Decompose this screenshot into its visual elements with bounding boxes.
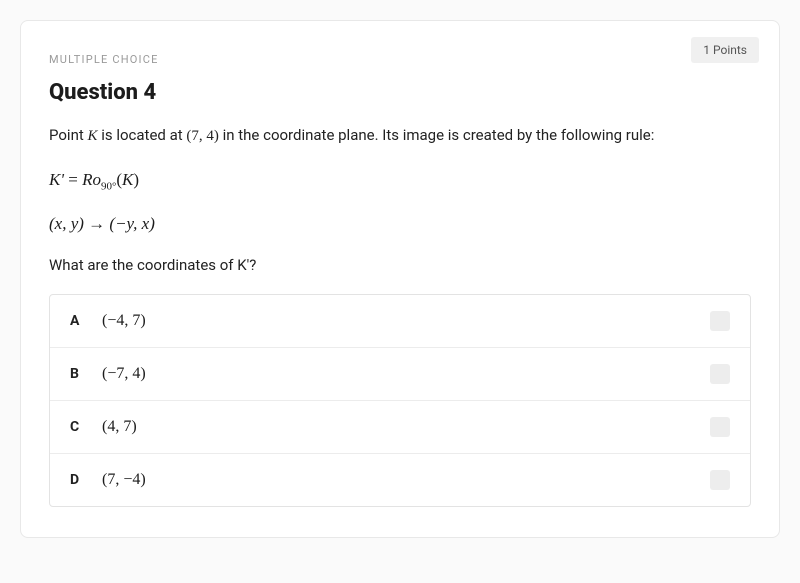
body-var-k: K bbox=[87, 128, 97, 144]
formula-line-1: K' = Ro90°(K) bbox=[49, 170, 751, 192]
choice-b[interactable]: B (−7, 4) bbox=[50, 348, 750, 401]
choice-text: (7, −4) bbox=[98, 471, 710, 489]
choice-checkbox[interactable] bbox=[710, 417, 730, 437]
body-coord: (7, 4) bbox=[186, 128, 219, 144]
choice-checkbox[interactable] bbox=[710, 364, 730, 384]
choice-checkbox[interactable] bbox=[710, 470, 730, 490]
body-text: is located at bbox=[98, 126, 187, 144]
choice-text: (4, 7) bbox=[98, 418, 710, 436]
body-text: Point bbox=[49, 126, 87, 144]
points-badge: 1 Points bbox=[691, 37, 759, 63]
choice-a[interactable]: A (−4, 7) bbox=[50, 295, 750, 348]
question-card: 1 Points MULTIPLE CHOICE Question 4 Poin… bbox=[20, 20, 780, 538]
formula-arg: K bbox=[122, 170, 133, 189]
formula-o: o bbox=[92, 170, 101, 189]
choice-text: (−7, 4) bbox=[98, 365, 710, 383]
formula-lhs: K' bbox=[49, 170, 64, 189]
question-title: Question 4 bbox=[49, 80, 751, 105]
choices-list: A (−4, 7) B (−7, 4) C (4, 7) D (7, −4) bbox=[49, 294, 751, 507]
prompt-post: ? bbox=[249, 256, 256, 274]
choice-text: (−4, 7) bbox=[98, 312, 710, 330]
choice-letter: C bbox=[70, 419, 98, 435]
choice-letter: A bbox=[70, 313, 98, 329]
choice-c[interactable]: C (4, 7) bbox=[50, 401, 750, 454]
question-prompt: What are the coordinates of K'? bbox=[49, 256, 751, 274]
formula-eq: = bbox=[64, 170, 82, 189]
prompt-k: K' bbox=[237, 256, 249, 274]
choice-letter: D bbox=[70, 472, 98, 488]
question-body: Point K is located at (7, 4) in the coor… bbox=[49, 123, 751, 150]
formula-sub: 90° bbox=[101, 180, 116, 192]
prompt-pre: What are the coordinates of bbox=[49, 256, 237, 274]
choice-letter: B bbox=[70, 366, 98, 382]
question-type-label: MULTIPLE CHOICE bbox=[49, 53, 751, 66]
choice-checkbox[interactable] bbox=[710, 311, 730, 331]
body-text: in the coordinate plane. Its image is cr… bbox=[219, 126, 655, 144]
formula-close: ) bbox=[133, 170, 139, 189]
choice-d[interactable]: D (7, −4) bbox=[50, 454, 750, 506]
formula-line-2: (x, y) → (−y, x) bbox=[49, 214, 751, 234]
formula-R: R bbox=[82, 170, 92, 189]
